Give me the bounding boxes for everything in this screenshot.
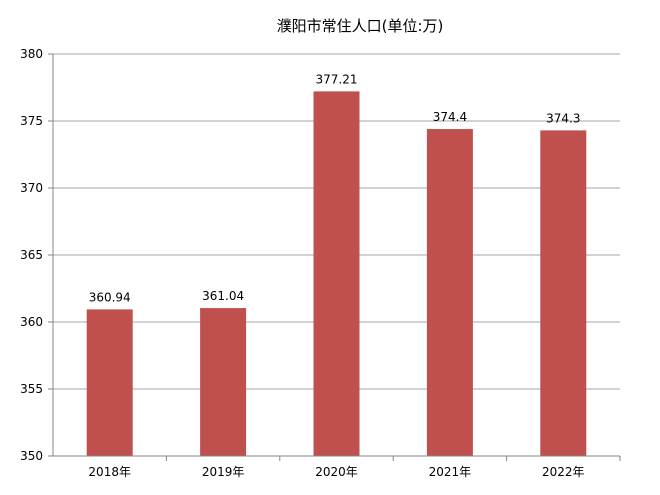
x-tick-label: 2019年 — [202, 465, 245, 479]
bar — [426, 129, 473, 457]
x-tick-label: 2021年 — [429, 465, 472, 479]
y-tick-label: 380 — [20, 47, 43, 61]
bar — [200, 308, 247, 456]
x-tick-label: 2020年 — [315, 465, 358, 479]
y-tick-label: 365 — [20, 248, 43, 262]
y-tick-label: 350 — [20, 449, 43, 463]
bar — [313, 91, 360, 457]
chart-title: 濮阳市常住人口(单位:万) — [277, 17, 444, 35]
y-tick-label: 360 — [20, 315, 43, 329]
x-tick-label: 2022年 — [542, 465, 585, 479]
y-axis-ticks: 350 355 360 365 370 375 380 — [20, 47, 43, 463]
x-axis-ticks: 2018年 2019年 2020年 2021年 2022年 — [88, 465, 584, 479]
data-label: 374.4 — [433, 110, 467, 124]
data-label: 361.04 — [202, 289, 244, 303]
x-tick-label: 2018年 — [88, 465, 131, 479]
y-tick-label: 370 — [20, 181, 43, 195]
bar — [540, 130, 587, 456]
data-labels: 360.94 361.04 377.21 374.4 374.3 — [89, 72, 581, 304]
bars — [86, 91, 587, 457]
y-tick-label: 355 — [20, 382, 43, 396]
data-label: 360.94 — [89, 290, 131, 304]
data-label: 374.3 — [546, 111, 580, 125]
bar — [86, 309, 133, 456]
data-label: 377.21 — [316, 72, 358, 86]
y-tick-label: 375 — [20, 114, 43, 128]
